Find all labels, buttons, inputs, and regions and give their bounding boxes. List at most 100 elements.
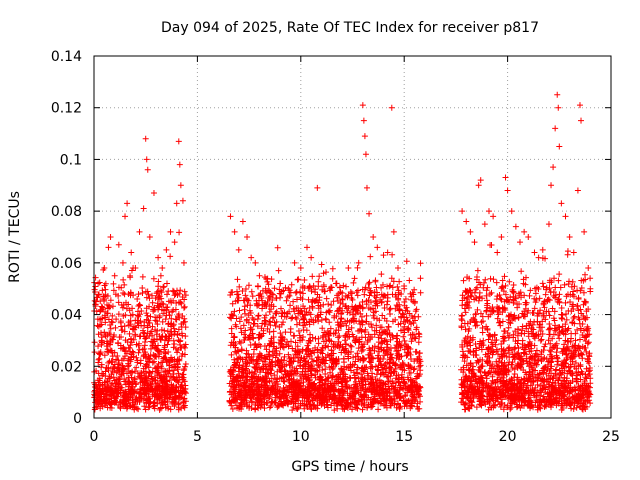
data-point (150, 308, 157, 315)
data-point (501, 352, 508, 359)
data-point (280, 319, 287, 326)
data-point (167, 253, 174, 260)
data-point (293, 305, 300, 312)
data-point (307, 331, 314, 338)
data-point (392, 365, 399, 372)
data-point (250, 316, 257, 323)
data-point (373, 284, 380, 291)
data-point (292, 289, 299, 296)
data-point (116, 334, 123, 341)
data-point (176, 314, 183, 321)
data-point (256, 397, 263, 404)
data-point (277, 394, 284, 401)
data-point (535, 310, 542, 317)
data-point (411, 358, 418, 365)
data-point (160, 355, 167, 362)
data-point (568, 283, 575, 290)
data-point (284, 293, 291, 300)
data-point (141, 403, 148, 410)
data-point (175, 337, 182, 344)
data-point (282, 329, 289, 336)
data-point (512, 344, 519, 351)
data-point (326, 309, 333, 316)
data-point (126, 397, 133, 404)
data-point (551, 275, 558, 282)
data-point (552, 327, 559, 334)
data-point (378, 370, 385, 377)
data-point (511, 353, 518, 360)
data-point (369, 373, 376, 380)
data-point (401, 346, 408, 353)
data-point (141, 391, 148, 398)
data-point (231, 388, 238, 395)
data-point (306, 383, 313, 390)
data-point (163, 381, 170, 388)
data-point (102, 319, 109, 326)
data-point (261, 314, 268, 321)
data-point (320, 355, 327, 362)
data-point (487, 241, 494, 248)
data-point (325, 330, 332, 337)
data-point (245, 319, 252, 326)
data-point (274, 244, 281, 251)
data-point (257, 290, 264, 297)
data-point (413, 348, 420, 355)
data-point (332, 386, 339, 393)
data-point (364, 338, 371, 345)
data-point (271, 379, 278, 386)
data-point (495, 358, 502, 365)
data-point (278, 401, 285, 408)
data-point (142, 363, 149, 370)
data-point (134, 308, 141, 315)
data-point (374, 355, 381, 362)
data-point (178, 300, 185, 307)
data-point (270, 328, 277, 335)
data-point (554, 361, 561, 368)
data-point (381, 401, 388, 408)
data-point (498, 374, 505, 381)
data-point (536, 295, 543, 302)
data-point (306, 305, 313, 312)
data-point (326, 319, 333, 326)
data-point (121, 281, 128, 288)
data-point (577, 350, 584, 357)
data-point (476, 380, 483, 387)
data-point (472, 286, 479, 293)
data-point (254, 360, 261, 367)
data-point (504, 404, 511, 411)
data-point (149, 292, 156, 299)
data-point (242, 292, 249, 299)
data-point (110, 374, 117, 381)
data-point (179, 294, 186, 301)
data-point (307, 311, 314, 318)
data-point (315, 318, 322, 325)
data-point (102, 331, 109, 338)
data-point (552, 370, 559, 377)
data-point (320, 332, 327, 339)
data-point (556, 324, 563, 331)
data-point (267, 403, 274, 409)
data-point (101, 296, 108, 303)
data-point (288, 398, 295, 405)
data-point (368, 289, 375, 296)
data-point (268, 375, 275, 382)
data-point (317, 349, 324, 356)
data-point (113, 356, 120, 363)
data-point (167, 373, 174, 380)
data-point (574, 400, 581, 407)
data-point (157, 363, 164, 370)
data-point (385, 323, 392, 330)
data-point (320, 301, 327, 308)
data-point (571, 393, 578, 400)
data-point (231, 356, 238, 363)
data-point (277, 330, 284, 337)
data-point (146, 303, 153, 310)
data-point (346, 392, 353, 399)
data-point (109, 303, 116, 310)
data-point (415, 313, 422, 320)
data-point (301, 285, 308, 292)
data-point (416, 350, 423, 357)
data-point (473, 273, 480, 280)
data-point (159, 333, 166, 340)
data-point (395, 356, 402, 363)
